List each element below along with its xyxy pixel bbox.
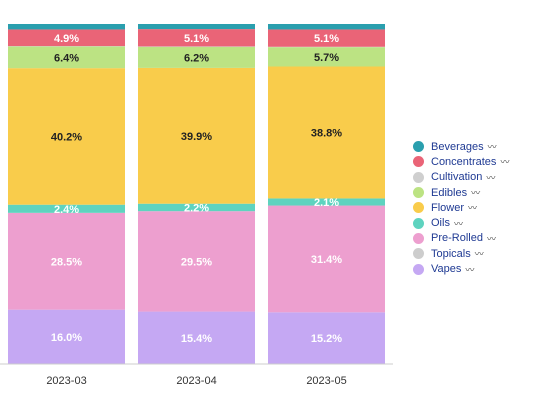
- bar-segment-beverages-2023-05[interactable]: [268, 24, 385, 30]
- data-label-concentrates-2023-05: 5.1%: [314, 33, 339, 45]
- legend-label: Concentrates: [431, 155, 497, 168]
- data-label-vapes-2023-03: 16.0%: [51, 332, 82, 344]
- data-labels-layer: 16.0% 28.5% 2.4% 40.2% 6.4% 4.9% 15.4% 29.5% 2.2…: [51, 33, 342, 345]
- legend-item-pre-rolled[interactable]: Pre-Rolled 〰: [413, 231, 531, 246]
- bar-segment-edibles-2023-05[interactable]: [268, 47, 385, 67]
- legend-swatch-icon: [413, 217, 424, 229]
- trend-sparkline-icon[interactable]: 〰: [486, 233, 496, 244]
- data-label-concentrates-2023-03: 4.9%: [54, 33, 79, 45]
- data-label-edibles-2023-05: 5.7%: [314, 52, 339, 64]
- chart-legend: Beverages 〰 Concentrates 〰 Cultivation 〰 Edibl…: [413, 139, 531, 277]
- legend-label: Beverages: [431, 140, 484, 153]
- data-label-edibles-2023-03: 6.4%: [54, 52, 79, 64]
- legend-label: Flower: [431, 201, 465, 214]
- legend-item-concentrates[interactable]: Concentrates 〰: [413, 154, 531, 169]
- legend-label: Edibles: [431, 186, 468, 199]
- bar-segment-concentrates-2023-04[interactable]: [138, 29, 255, 47]
- bars-layer: [8, 24, 385, 364]
- data-label-pre-rolled-2023-04: 29.5%: [181, 256, 212, 268]
- legend-item-flower[interactable]: Flower 〰: [413, 200, 531, 215]
- legend-item-beverages[interactable]: Beverages 〰: [413, 139, 531, 154]
- legend-item-oils[interactable]: Oils 〰: [413, 215, 531, 230]
- legend-swatch-icon: [413, 141, 424, 153]
- bar-segment-flower-2023-03[interactable]: [8, 68, 125, 205]
- legend-label: Oils: [431, 217, 450, 230]
- data-label-oils-2023-05: 2.1%: [314, 197, 339, 209]
- bar-segment-vapes-2023-05[interactable]: [268, 312, 385, 364]
- trend-sparkline-icon[interactable]: 〰: [486, 172, 496, 183]
- trend-sparkline-icon[interactable]: 〰: [468, 203, 478, 214]
- legend-swatch-icon: [413, 263, 424, 275]
- data-label-flower-2023-03: 40.2%: [51, 131, 82, 143]
- trend-sparkline-icon[interactable]: 〰: [465, 264, 475, 275]
- bar-segment-beverages-2023-03[interactable]: [8, 24, 125, 30]
- trend-sparkline-icon[interactable]: 〰: [487, 142, 497, 153]
- legend-swatch-icon: [413, 171, 424, 183]
- data-label-pre-rolled-2023-05: 31.4%: [311, 254, 342, 266]
- bar-segment-vapes-2023-03[interactable]: [8, 309, 125, 364]
- legend-swatch-icon: [413, 232, 424, 244]
- bar-segment-pre-rolled-2023-04[interactable]: [138, 211, 255, 312]
- bar-segment-edibles-2023-04[interactable]: [138, 46, 255, 68]
- legend-item-cultivation[interactable]: Cultivation 〰: [413, 170, 531, 185]
- data-label-oils-2023-04: 2.2%: [184, 202, 209, 214]
- data-label-vapes-2023-05: 15.2%: [311, 333, 342, 345]
- x-tick-label-2023-04: 2023-04: [176, 375, 216, 387]
- bar-segment-flower-2023-05[interactable]: [268, 66, 385, 199]
- bar-segment-concentrates-2023-05[interactable]: [268, 29, 385, 47]
- trend-sparkline-icon[interactable]: 〰: [500, 157, 510, 168]
- legend-label: Pre-Rolled: [431, 232, 483, 245]
- legend-swatch-icon: [413, 248, 424, 260]
- bar-segment-pre-rolled-2023-05[interactable]: [268, 205, 385, 313]
- data-label-vapes-2023-04: 15.4%: [181, 333, 212, 345]
- legend-swatch-icon: [413, 187, 424, 199]
- data-label-oils-2023-03: 2.4%: [54, 204, 79, 216]
- bar-segment-edibles-2023-03[interactable]: [8, 46, 125, 69]
- trend-sparkline-icon[interactable]: 〰: [474, 249, 484, 260]
- legend-label: Cultivation: [431, 171, 483, 184]
- legend-item-edibles[interactable]: Edibles 〰: [413, 185, 531, 200]
- legend-swatch-icon: [413, 156, 424, 168]
- bar-segment-pre-rolled-2023-03[interactable]: [8, 212, 125, 310]
- data-label-concentrates-2023-04: 5.1%: [184, 33, 209, 45]
- legend-item-vapes[interactable]: Vapes 〰: [413, 261, 531, 276]
- legend-label: Vapes: [431, 263, 462, 276]
- trend-sparkline-icon[interactable]: 〰: [471, 188, 481, 199]
- data-label-flower-2023-05: 38.8%: [311, 127, 342, 139]
- bar-segment-oils-2023-04[interactable]: [138, 203, 255, 212]
- legend-label: Topicals: [431, 247, 471, 260]
- legend-item-topicals[interactable]: Topicals 〰: [413, 246, 531, 261]
- bar-segment-flower-2023-04[interactable]: [138, 67, 255, 204]
- x-axis-ticks: 2023-03 2023-04 2023-05: [46, 375, 346, 387]
- data-label-edibles-2023-04: 6.2%: [184, 52, 209, 64]
- bar-segment-oils-2023-03[interactable]: [8, 204, 125, 213]
- data-label-pre-rolled-2023-03: 28.5%: [51, 256, 82, 268]
- bar-segment-beverages-2023-04[interactable]: [138, 24, 255, 30]
- x-tick-label-2023-03: 2023-03: [46, 375, 86, 387]
- trend-sparkline-icon[interactable]: 〰: [453, 218, 463, 229]
- bar-segment-concentrates-2023-03[interactable]: [8, 29, 125, 47]
- data-label-flower-2023-04: 39.9%: [181, 131, 212, 143]
- bar-segment-oils-2023-05[interactable]: [268, 198, 385, 206]
- x-tick-label-2023-05: 2023-05: [306, 375, 346, 387]
- legend-swatch-icon: [413, 202, 424, 214]
- bar-segment-vapes-2023-04[interactable]: [138, 311, 255, 364]
